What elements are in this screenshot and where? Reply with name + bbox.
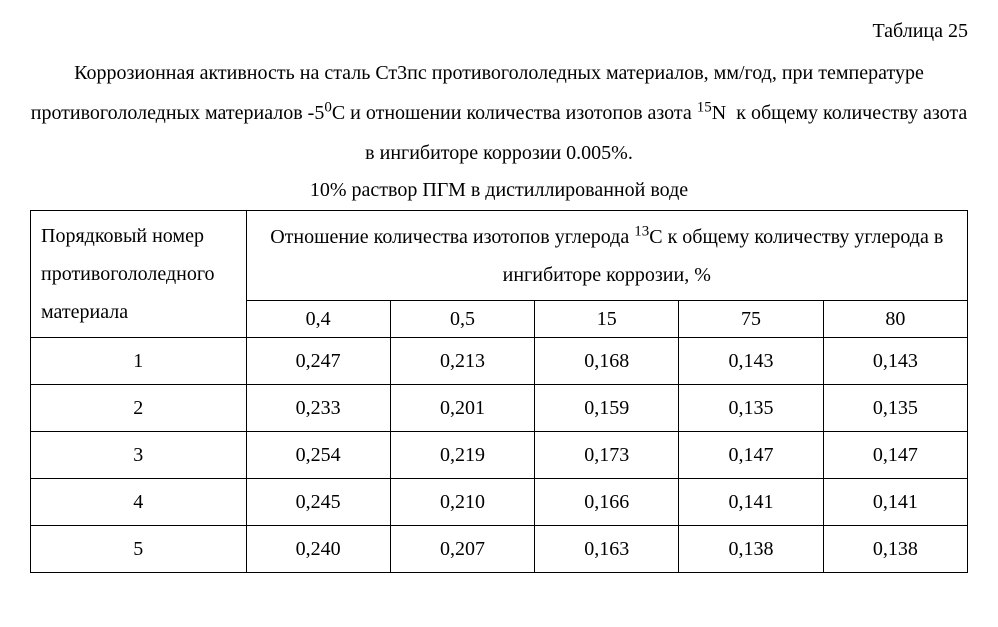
col-header: 80 — [823, 301, 967, 338]
table-row: 5 0,240 0,207 0,163 0,138 0,138 — [31, 526, 968, 573]
data-cell: 0,141 — [823, 479, 967, 526]
data-cell: 0,159 — [535, 385, 679, 432]
data-cell: 0,247 — [246, 338, 390, 385]
col-header: 75 — [679, 301, 823, 338]
data-cell: 0,173 — [535, 432, 679, 479]
data-cell: 0,135 — [679, 385, 823, 432]
data-cell: 0,138 — [679, 526, 823, 573]
data-cell: 0,143 — [679, 338, 823, 385]
data-cell: 0,213 — [390, 338, 534, 385]
col-header: 15 — [535, 301, 679, 338]
data-cell: 0,207 — [390, 526, 534, 573]
table-row: 3 0,254 0,219 0,173 0,147 0,147 — [31, 432, 968, 479]
data-cell: 0,210 — [390, 479, 534, 526]
row-index: 1 — [31, 338, 247, 385]
data-cell: 0,135 — [823, 385, 967, 432]
data-cell: 0,254 — [246, 432, 390, 479]
column-spanner: Отношение количества изотопов углерода 1… — [246, 211, 968, 301]
table-caption: Коррозионная активность на сталь Ст3пс п… — [30, 53, 968, 173]
table-row: 2 0,233 0,201 0,159 0,135 0,135 — [31, 385, 968, 432]
col-header: 0,4 — [246, 301, 390, 338]
row-index: 3 — [31, 432, 247, 479]
row-header: Порядковый номер противогололедного мате… — [31, 211, 247, 338]
data-cell: 0,147 — [823, 432, 967, 479]
data-cell: 0,143 — [823, 338, 967, 385]
data-cell: 0,166 — [535, 479, 679, 526]
col-header: 0,5 — [390, 301, 534, 338]
row-index: 4 — [31, 479, 247, 526]
data-cell: 0,201 — [390, 385, 534, 432]
row-index: 2 — [31, 385, 247, 432]
data-cell: 0,245 — [246, 479, 390, 526]
data-cell: 0,233 — [246, 385, 390, 432]
data-cell: 0,147 — [679, 432, 823, 479]
table-row: 4 0,245 0,210 0,166 0,141 0,141 — [31, 479, 968, 526]
data-table: Порядковый номер противогололедного мате… — [30, 210, 968, 573]
table-subcaption: 10% раствор ПГМ в дистиллированной воде — [30, 179, 968, 202]
data-cell: 0,168 — [535, 338, 679, 385]
data-cell: 0,138 — [823, 526, 967, 573]
data-cell: 0,219 — [390, 432, 534, 479]
row-index: 5 — [31, 526, 247, 573]
data-cell: 0,240 — [246, 526, 390, 573]
data-cell: 0,141 — [679, 479, 823, 526]
table-body: 1 0,247 0,213 0,168 0,143 0,143 2 0,233 … — [31, 338, 968, 573]
table-number: Таблица 25 — [30, 20, 968, 43]
data-cell: 0,163 — [535, 526, 679, 573]
table-row: 1 0,247 0,213 0,168 0,143 0,143 — [31, 338, 968, 385]
